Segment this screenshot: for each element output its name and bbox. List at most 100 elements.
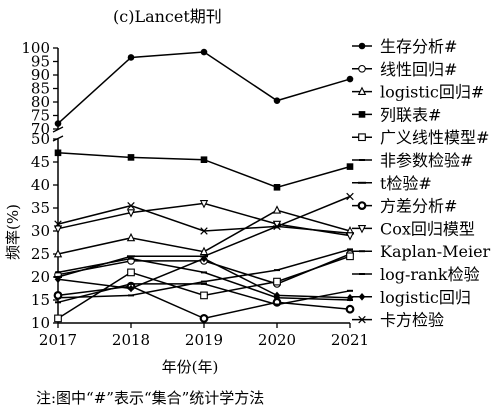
- x-tick-label: 2021: [331, 331, 369, 349]
- x-tick-label: 2020: [258, 331, 296, 349]
- data-point: [200, 227, 208, 235]
- legend-item: 线性回归#: [352, 60, 457, 79]
- data-point: [127, 284, 135, 293]
- legend-label: Cox回归模型: [380, 219, 475, 238]
- data-point: [54, 314, 62, 323]
- data-point: [54, 120, 62, 127]
- legend-label: logistic回归: [380, 288, 471, 307]
- y-tick-label: 25: [31, 245, 50, 263]
- data-point: [126, 232, 136, 242]
- y-tick-label: 70: [31, 120, 50, 138]
- data-point: [346, 75, 354, 83]
- y-tick-label: 75: [31, 107, 50, 125]
- legend-label: log-rank检验: [380, 265, 480, 284]
- legend-label: 卡方检验: [380, 311, 444, 330]
- legend-label: 列联表#: [380, 105, 441, 124]
- legend-marker: [357, 225, 367, 234]
- x-tick-label: 2019: [185, 331, 223, 349]
- legend-item: 卡方检验: [352, 311, 444, 330]
- legend-label: 线性回归#: [380, 60, 457, 79]
- legend: 生存分析# 线性回归# logistic回归# 列联表# 广义线性模型# 非参数检验# t检…: [352, 37, 491, 330]
- data-point: [346, 293, 354, 302]
- data-point: [199, 314, 209, 323]
- data-point: [127, 54, 135, 61]
- legend-marker: [358, 133, 366, 142]
- data-point: [273, 222, 281, 231]
- series-5: [54, 252, 354, 323]
- series-12: [54, 254, 354, 302]
- legend-label: 广义线性模型#: [380, 128, 489, 147]
- y-tick-label: 95: [31, 53, 50, 71]
- legend-item: log-rank检验: [352, 265, 480, 284]
- data-point: [273, 184, 281, 191]
- series-line: [57, 51, 351, 125]
- y-tick-label: 30: [31, 222, 50, 240]
- data-point: [127, 154, 135, 161]
- footnote: 注:图中“#”表示“集合”统计学方法: [36, 389, 264, 407]
- data-point: [54, 275, 62, 284]
- legend-label: logistic回归#: [380, 83, 484, 102]
- y-tick-label: 45: [31, 153, 50, 171]
- legend-marker: [358, 64, 366, 73]
- y-tick-label: 15: [31, 291, 50, 309]
- legend-label: 非参数检验#: [380, 151, 473, 170]
- data-point: [272, 205, 282, 214]
- x-axis-title: 年份(年): [162, 358, 219, 376]
- y-tick-label: 90: [31, 66, 50, 84]
- data-point: [346, 252, 354, 261]
- data-point: [200, 156, 208, 163]
- plot-area: [53, 48, 355, 323]
- data-point: [54, 220, 62, 228]
- data-point: [273, 97, 281, 104]
- data-point: [54, 149, 62, 157]
- legend-marker: [358, 315, 366, 324]
- y-tick-label: 80: [31, 93, 50, 111]
- legend-marker: [357, 86, 367, 95]
- legend-marker: [358, 111, 366, 118]
- legend-marker: [357, 201, 367, 211]
- y-tick-label: 85: [31, 80, 50, 98]
- data-point: [126, 209, 136, 218]
- y-tick-label: 20: [31, 268, 50, 286]
- legend-label: 方差分析#: [380, 197, 457, 216]
- legend-item: 生存分析#: [352, 37, 457, 56]
- y-tick-label: 40: [31, 176, 50, 194]
- legend-item: Kaplan-Meier: [352, 242, 491, 261]
- x-tick-label: 2018: [112, 331, 150, 349]
- series-13: [54, 192, 354, 235]
- legend-item: 方差分析#: [352, 197, 457, 216]
- data-point: [199, 246, 209, 256]
- x-tick-label: 2017: [39, 331, 77, 349]
- data-point: [200, 48, 208, 56]
- legend-label: 生存分析#: [380, 37, 457, 56]
- series-line: [57, 255, 351, 320]
- y-axis-title: 频率(%): [4, 204, 22, 260]
- legend-item: logistic回归: [352, 288, 471, 307]
- data-point: [53, 291, 63, 300]
- y-tick-label: 35: [31, 199, 50, 217]
- series-4: [54, 149, 354, 191]
- series-1: [54, 48, 354, 127]
- data-point: [346, 163, 354, 170]
- legend-item: logistic回归#: [352, 83, 484, 102]
- legend-marker: [358, 293, 366, 301]
- data-point: [273, 277, 281, 286]
- data-point: [273, 291, 281, 300]
- data-point: [199, 200, 209, 209]
- legend-label: Kaplan-Meier: [380, 242, 491, 261]
- data-point: [127, 201, 135, 210]
- data-point: [200, 291, 208, 300]
- legend-item: Cox回归模型: [352, 219, 475, 238]
- data-point: [346, 192, 354, 201]
- y-tick-label: 10: [31, 314, 50, 332]
- legend-item: 非参数检验#: [352, 151, 473, 170]
- data-point: [345, 232, 355, 241]
- data-point: [200, 254, 208, 263]
- legend-item: t检验#: [352, 174, 432, 193]
- series-8: [53, 281, 355, 323]
- legend-marker: [358, 42, 366, 50]
- data-point: [53, 225, 63, 234]
- series-11: [55, 282, 353, 306]
